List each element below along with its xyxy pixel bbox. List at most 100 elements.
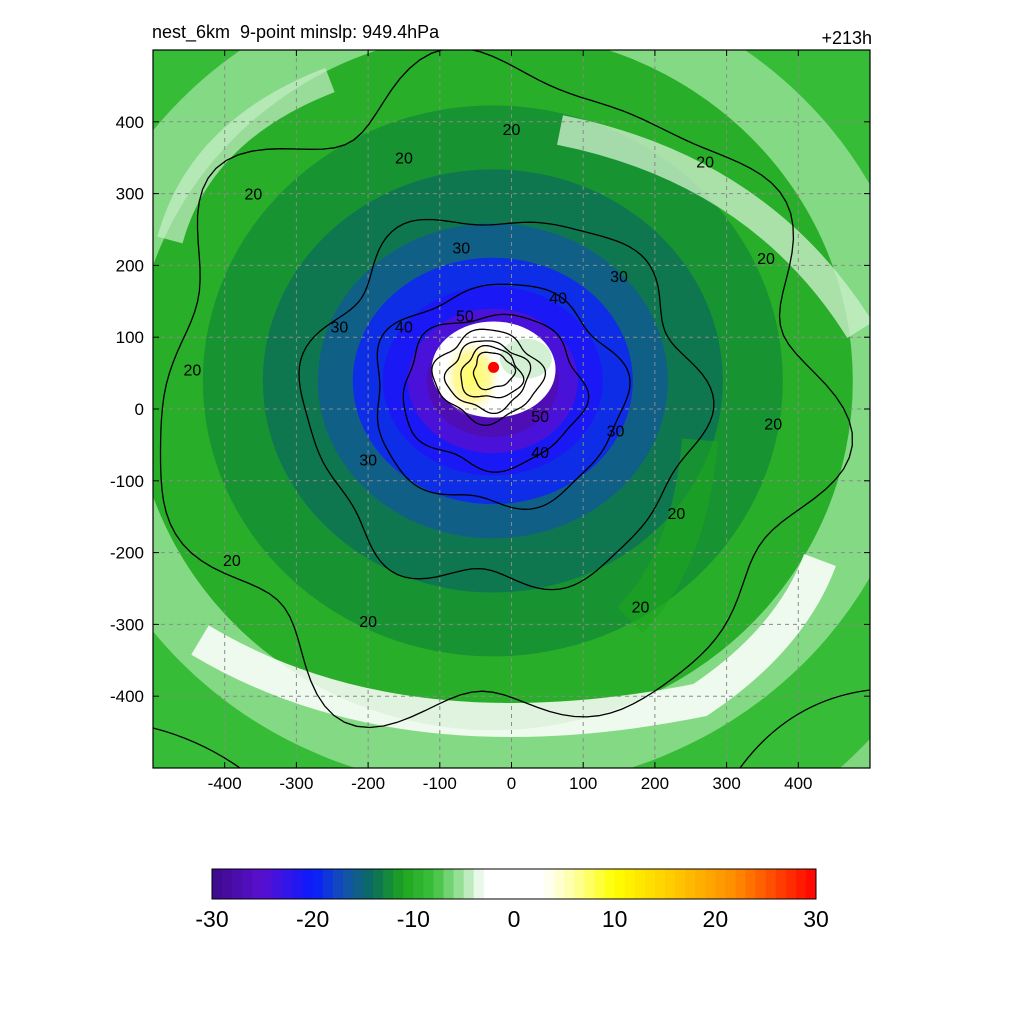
x-tick-label: -400 [208,774,242,793]
contour-label: 40 [395,319,413,336]
contour-label: 20 [503,122,521,139]
colorbar-box [222,869,233,899]
contour-label-text: 20 [764,416,782,433]
contour-label: 20 [223,553,241,570]
contour-label-text: 50 [531,409,549,426]
colorbar-box [624,869,636,899]
y-tick-label: 400 [116,113,144,132]
y-tick-label: -100 [110,472,144,491]
colorbar-box [212,869,223,899]
colorbar-boxes [212,869,817,899]
contour-labels: 20 20 20 20 20 20 20 20 20 20 20 30 30 30 30 30 40 40 40 50… [184,122,783,631]
field-light-band [157,67,335,244]
contour-label-text: 20 [395,151,413,168]
colorbar-box [775,869,787,899]
y-tick-label: 0 [135,400,144,419]
colorbar-box [292,869,304,899]
colorbar-box [322,869,334,899]
colorbar-box [755,869,767,899]
colorbar-box [453,869,465,899]
colorbar-tick-label: 10 [602,906,628,932]
wind-field-fill [153,50,870,768]
colorbar-box [675,869,686,899]
colorbar-box [745,869,757,899]
colorbar-box [524,869,535,899]
colorbar-box [383,869,394,899]
contour-line-20 [739,689,870,768]
field-dark-band [617,438,718,633]
x-tick-label: 400 [784,774,812,793]
contour-label-text: 30 [610,269,628,286]
colorbar-box [332,869,344,899]
colorbar-box [584,869,596,899]
contour-label: 20 [757,251,775,268]
colorbar-box [433,869,445,899]
x-tick-label: -200 [351,774,385,793]
colorbar-box [514,869,525,899]
contour-label: 20 [696,154,714,171]
colorbar-box [483,869,495,899]
contour-label-text: 20 [184,363,202,380]
colorbar-box [363,869,374,899]
contour-label: 30 [607,424,625,441]
colorbar-tick-label: 0 [508,906,521,932]
x-tick-label: 100 [569,774,597,793]
colorbar-box [282,869,294,899]
colorbar-box [262,869,273,899]
colorbar-box [423,869,434,899]
colorbar-box [705,869,716,899]
contour-label-text: 20 [757,251,775,268]
contour-label: 40 [531,445,549,462]
y-tick-label: 200 [116,256,144,275]
colorbar-box [735,869,747,899]
contour-label: 20 [395,151,413,168]
colorbar-tick-label: 30 [803,906,829,932]
contour-label: 30 [452,240,470,257]
colorbar-box [393,869,404,899]
contour-line-20 [472,351,517,391]
colorbar-box [252,869,263,899]
x-tick-label: 300 [712,774,740,793]
colorbar-ticks: -30 -20 -10 0 10 20 30 [195,906,828,932]
colorbar-box [594,869,606,899]
x-tick-label: 200 [641,774,669,793]
colorbar-box [805,869,817,899]
colorbar-box [564,869,575,899]
colorbar-box [644,869,656,899]
colorbar-box [342,869,354,899]
colorbar-tick-label: -10 [397,906,430,932]
colorbar-box [715,869,726,899]
colorbar-box [554,869,565,899]
contour-label: 20 [359,614,377,631]
colorbar-box [685,869,696,899]
colorbar-box [463,869,475,899]
forecast-hour-label: +213h [821,28,872,48]
contour-label-text: 20 [696,154,714,171]
colorbar-box [654,869,666,899]
contour-label-text: 20 [223,553,241,570]
colorbar-tick-label: 20 [703,906,729,932]
colorbar-box [413,869,424,899]
contour-label-text: 50 [456,309,474,326]
x-tick-label: -100 [423,774,457,793]
colorbar-box [634,869,646,899]
x-tick-label: -300 [279,774,313,793]
contour-label: 20 [764,416,782,433]
contour-label: 20 [244,187,262,204]
contour-label: 20 [184,363,202,380]
colorbar-box [604,869,616,899]
y-axis-ticks: -400 -300 -200 -100 0 100 200 300 400 [110,113,870,706]
contour-label: 50 [456,309,474,326]
contour-line-20 [159,50,853,729]
storm-center-marker [488,361,500,373]
contour-label-text: 30 [331,319,349,336]
contour-label-text: 20 [668,506,686,523]
colorbar-box [493,869,505,899]
contour-label: 30 [331,319,349,336]
contour-label-text: 20 [244,187,262,204]
colorbar-box [785,869,797,899]
storm-center-dot [488,361,500,373]
eye-positive [442,336,503,417]
y-tick-label: 100 [116,328,144,347]
contour-label-text: 30 [359,452,377,469]
